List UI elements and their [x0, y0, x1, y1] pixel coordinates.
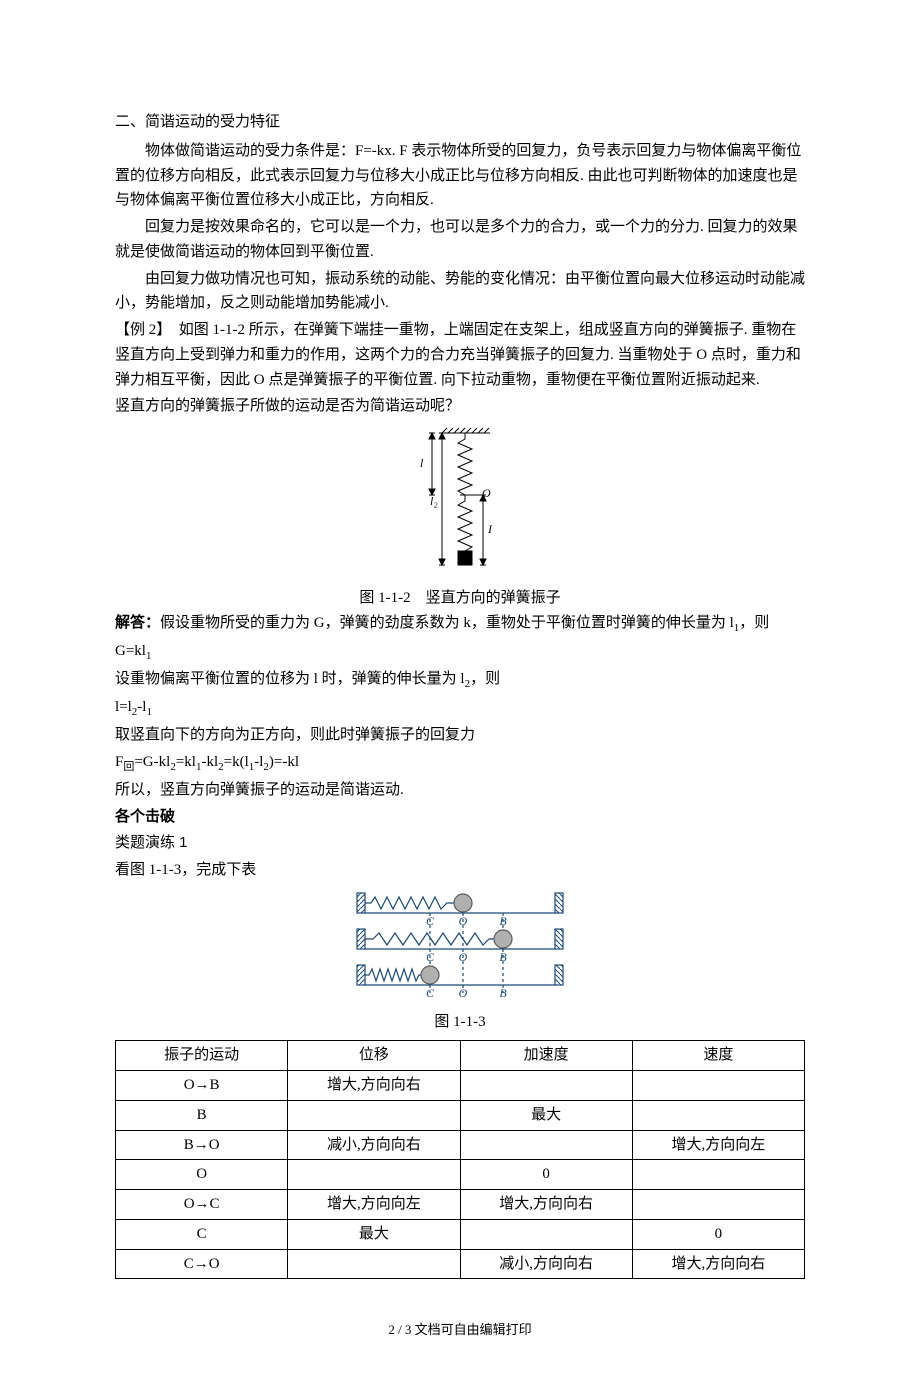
table-cell: 减小,方向向右: [288, 1130, 460, 1160]
table-cell: [632, 1100, 804, 1130]
practice-heading-1: 各个击破: [115, 805, 805, 830]
solution-conclusion: 所以，竖直方向弹簧振子的运动是简谐运动.: [115, 778, 805, 803]
table-cell: [632, 1160, 804, 1190]
solution-line-1: 解答：假设重物所受的重力为 G，弹簧的劲度系数为 k，重物处于平衡位置时弹簧的伸…: [115, 611, 805, 637]
table-cell: [460, 1219, 632, 1249]
table-cell: O→B: [116, 1071, 288, 1101]
table-cell: 0: [460, 1160, 632, 1190]
table-row: B→O减小,方向向右 增大,方向向左: [116, 1130, 805, 1160]
section-heading: 二、简谐运动的受力特征: [115, 110, 805, 135]
table-row: C最大 0: [116, 1219, 805, 1249]
label-O-3: O: [459, 986, 468, 999]
label-O: O: [482, 486, 491, 500]
paragraph-2: 回复力是按效果命名的，它可以是一个力，也可以是多个力的合力，或一个力的分力. 回…: [115, 215, 805, 265]
label-B-2: B: [499, 950, 507, 964]
label-l2: l₂: [430, 494, 438, 508]
label-O-1: O: [459, 914, 468, 928]
eq3b: =G-kl: [134, 754, 170, 770]
table-cell: C: [116, 1219, 288, 1249]
example-2: 【例 2】 如图 1-1-2 所示，在弹簧下端挂一重物，上端固定在支架上，组成竖…: [115, 318, 805, 392]
table-header: 加速度: [460, 1041, 632, 1071]
practice-heading-2: 类题演练 1: [115, 831, 805, 856]
eq2a: l=l: [115, 699, 132, 715]
paragraph-1: 物体做简谐运动的受力条件是：F=-kx. F 表示物体所受的回复力，负号表示回复…: [115, 139, 805, 213]
solution-s2a: 设重物偏离平衡位置的位移为 l 时，弹簧的伸长量为 l: [115, 671, 465, 687]
eq3e: =k(l: [224, 754, 249, 770]
label-l1: l: [420, 456, 424, 470]
table-cell: B: [116, 1100, 288, 1130]
table-header: 振子的运动: [116, 1041, 288, 1071]
table-cell: [288, 1100, 460, 1130]
figure-1-1-2-caption: 图 1-1-2 竖直方向的弹簧振子: [115, 586, 805, 611]
table-header: 位移: [288, 1041, 460, 1071]
solution-s1a: 假设重物所受的重力为 G，弹簧的劲度系数为 k，重物处于平衡位置时弹簧的伸长量为…: [160, 615, 734, 631]
table-row: O→C增大,方向向左增大,方向向右: [116, 1190, 805, 1220]
table-cell: [632, 1071, 804, 1101]
eq3d: -kl: [201, 754, 218, 770]
figure-1-1-3: C O B C O B C O B: [115, 889, 805, 1008]
label-B-1: B: [499, 914, 507, 928]
table-cell: [288, 1160, 460, 1190]
solution-s2b: ，则: [470, 671, 500, 687]
solution-line-3: 取竖直向下的方向为正方向，则此时弹簧振子的回复力: [115, 723, 805, 748]
table-cell: C→O: [116, 1249, 288, 1279]
figure-1-1-3-caption: 图 1-1-3: [115, 1010, 805, 1035]
label-B-3: B: [499, 986, 507, 999]
example-body: 如图 1-1-2 所示，在弹簧下端挂一重物，上端固定在支架上，组成竖直方向的弹簧…: [115, 322, 801, 388]
solution-line-2: 设重物偏离平衡位置的位移为 l 时，弹簧的伸长量为 l2，则: [115, 667, 805, 693]
table-cell: [460, 1130, 632, 1160]
eq3c: =kl: [176, 754, 196, 770]
sub-1c: 1: [146, 706, 152, 718]
table-cell: [460, 1071, 632, 1101]
equation-3: F回=G-kl2=kl1-kl2=k(l1-l2)=-kl: [115, 750, 805, 776]
eq3g: )=-kl: [269, 754, 299, 770]
table-row: O→B增大,方向向右: [116, 1071, 805, 1101]
table-cell: 增大,方向向右: [632, 1249, 804, 1279]
table-cell: 增大,方向向右: [288, 1071, 460, 1101]
solution-s1b: ，则: [739, 615, 769, 631]
page-footer: 2 / 3 文档可自由编辑打印: [115, 1319, 805, 1340]
label-I: I: [487, 522, 493, 536]
table-cell: 减小,方向向右: [460, 1249, 632, 1279]
label-C-3: C: [426, 986, 435, 999]
label-C-1: C: [426, 914, 435, 928]
sub-1b: 1: [146, 650, 152, 662]
table-cell: O→C: [116, 1190, 288, 1220]
example-question: 竖直方向的弹簧振子所做的运动是否为简谐运动呢？: [115, 394, 805, 419]
table-cell: 增大,方向向右: [460, 1190, 632, 1220]
table-header-row: 振子的运动 位移 加速度 速度: [116, 1041, 805, 1071]
example-label: 【例 2】: [115, 322, 164, 338]
table-cell: [632, 1190, 804, 1220]
motion-table: 振子的运动 位移 加速度 速度 O→B增大,方向向右B最大B→O减小,方向向右增…: [115, 1040, 805, 1279]
paragraph-3: 由回复力做功情况也可知，振动系统的动能、势能的变化情况：由平衡位置向最大位移运动…: [115, 267, 805, 317]
solution-label: 解答：: [115, 615, 160, 631]
table-row: B 最大: [116, 1100, 805, 1130]
table-cell: 最大: [460, 1100, 632, 1130]
table-cell: 0: [632, 1219, 804, 1249]
table-cell: 最大: [288, 1219, 460, 1249]
table-header: 速度: [632, 1041, 804, 1071]
equation-1: G=kl1: [115, 639, 805, 665]
table-cell: [288, 1249, 460, 1279]
table-row: C→O 减小,方向向右增大,方向向右: [116, 1249, 805, 1279]
figure-1-1-2: O I l l₂: [115, 425, 805, 584]
table-cell: 增大,方向向左: [288, 1190, 460, 1220]
eq1a: G=kl: [115, 643, 146, 659]
table-cell: 增大,方向向左: [632, 1130, 804, 1160]
practice-intro: 看图 1-1-3，完成下表: [115, 858, 805, 883]
spring-horizontal-diagram: C O B C O B C O B: [355, 889, 565, 999]
table-row: O0: [116, 1160, 805, 1190]
spring-vertical-diagram: O I l l₂: [410, 425, 510, 575]
equation-2: l=l2-l1: [115, 695, 805, 721]
table-cell: B→O: [116, 1130, 288, 1160]
table-cell: O: [116, 1160, 288, 1190]
sub-hui: 回: [123, 761, 134, 773]
label-C-2: C: [426, 950, 435, 964]
label-O-2: O: [459, 950, 468, 964]
